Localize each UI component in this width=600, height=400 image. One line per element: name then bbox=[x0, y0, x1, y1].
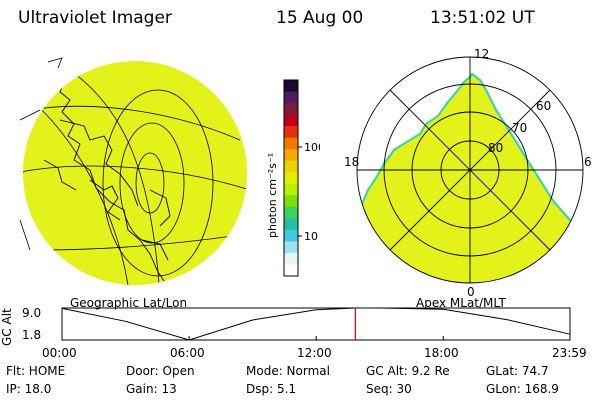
image-edge bbox=[357, 72, 583, 231]
gcalt-status: GC Alt: 9.2 Re bbox=[366, 364, 450, 378]
polar-grid bbox=[356, 56, 584, 284]
magnetic-caption: Apex MLat/MLT bbox=[416, 296, 506, 310]
colorbar-swatch bbox=[284, 264, 298, 277]
colorbar-swatch bbox=[284, 183, 298, 196]
mlt-label-0: 0 bbox=[467, 285, 475, 299]
colorbar-swatch bbox=[284, 137, 298, 150]
alt-xtick-0: 00:00 bbox=[42, 346, 77, 360]
instrument-title: Ultraviolet Imager bbox=[18, 8, 172, 28]
alt-xtick-4: 23:59 bbox=[552, 346, 587, 360]
colorbar-swatch bbox=[284, 252, 298, 265]
geographic-grid bbox=[23, 61, 247, 285]
altitude-plot bbox=[61, 307, 571, 341]
colorbar-swatch bbox=[284, 195, 298, 208]
colorbar: photon cm⁻²s⁻¹ 100 10 bbox=[266, 79, 320, 277]
time-label: 13:51:02 UT bbox=[430, 8, 535, 28]
geographic-image-disc bbox=[23, 61, 247, 285]
mlt-label-12: 12 bbox=[474, 47, 489, 61]
colorbar-swatch bbox=[284, 206, 298, 219]
colorbar-tick-100: 100 bbox=[304, 141, 320, 154]
auroral-image-region bbox=[357, 74, 583, 283]
mlt-label-6: 6 bbox=[584, 155, 592, 169]
colorbar-swatch bbox=[284, 114, 298, 127]
colorbar-swatch bbox=[284, 241, 298, 254]
colorbar-swatch bbox=[284, 80, 298, 93]
magnetic-polar-map: 12 18 6 0 60 70 80 bbox=[344, 47, 592, 299]
alt-ytick-1-8: 1.8 bbox=[22, 328, 42, 342]
gain-status: Gain: 13 bbox=[126, 382, 177, 396]
mlat-label-60: 60 bbox=[536, 99, 551, 113]
mode-status: Mode: Normal bbox=[246, 364, 330, 378]
date-label: 15 Aug 00 bbox=[276, 8, 364, 28]
flt-status: Flt: HOME bbox=[6, 364, 66, 378]
mlat-label-80: 80 bbox=[488, 141, 503, 155]
colorbar-tick-10: 10 bbox=[304, 230, 318, 243]
colorbar-swatch bbox=[284, 218, 298, 231]
door-status: Door: Open bbox=[126, 364, 195, 378]
alt-xtick-2: 12:00 bbox=[297, 346, 332, 360]
mlt-label-18: 18 bbox=[344, 155, 359, 169]
seq-status: Seq: 30 bbox=[366, 382, 412, 396]
glon-status: GLon: 168.9 bbox=[486, 382, 559, 396]
alt-plot-frame bbox=[61, 307, 571, 341]
map-border-ticks bbox=[19, 57, 63, 251]
glat-status: GLat: 74.7 bbox=[486, 364, 549, 378]
colorbar-swatch bbox=[284, 172, 298, 185]
colorbar-swatch bbox=[284, 149, 298, 162]
alt-xtick-1: 06:00 bbox=[170, 346, 205, 360]
geographic-caption: Geographic Lat/Lon bbox=[70, 296, 188, 310]
colorbar-label: photon cm⁻²s⁻¹ bbox=[266, 153, 279, 238]
colorbar-swatch bbox=[284, 103, 298, 116]
colorbar-swatch bbox=[284, 126, 298, 139]
colorbar-swatch bbox=[284, 229, 298, 242]
colorbar-swatch bbox=[284, 160, 298, 173]
geographic-map bbox=[19, 57, 247, 285]
alt-series-line bbox=[61, 307, 571, 341]
ip-status: IP: 18.0 bbox=[6, 382, 52, 396]
alt-xtick-3: 18:00 bbox=[424, 346, 459, 360]
dsp-status: Dsp: 5.1 bbox=[246, 382, 297, 396]
colorbar-swatch bbox=[284, 91, 298, 104]
mlat-label-70: 70 bbox=[512, 121, 527, 135]
alt-ytick-9: 9.0 bbox=[22, 306, 42, 320]
coastline-outline bbox=[39, 73, 171, 285]
